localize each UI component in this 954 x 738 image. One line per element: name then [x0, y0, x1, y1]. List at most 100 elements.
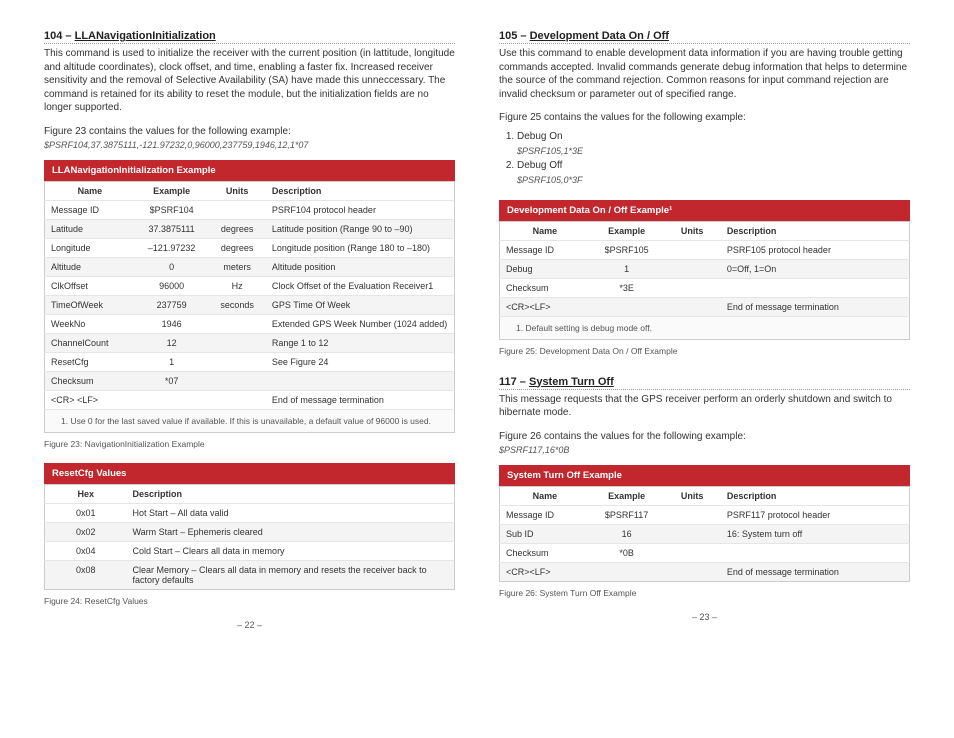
left-column: 104 – LLANavigationInitialization This c…	[44, 30, 455, 718]
table-row: Message ID$PSRF117PSRF117 protocol heade…	[500, 506, 910, 525]
cell: Checksum	[45, 372, 135, 391]
cell	[663, 240, 720, 259]
table-body: 0x01Hot Start – All data valid0x02Warm S…	[45, 504, 455, 590]
cell: Message ID	[45, 201, 135, 220]
cell	[721, 278, 910, 297]
cell: Hot Start – All data valid	[127, 504, 455, 523]
heading-text: Development Data On / Off	[530, 30, 669, 42]
cell: WeekNo	[45, 315, 135, 334]
table-footnote: 1. Default setting is debug mode off.	[500, 316, 910, 339]
table-caption: Development Data On / Off Example¹	[499, 200, 910, 221]
cell: –121.97232	[135, 239, 209, 258]
section-117-title: 117 – System Turn Off	[499, 376, 910, 390]
heading-prefix: 117 –	[499, 376, 529, 388]
heading-prefix: 105 –	[499, 30, 530, 42]
cell: $PSRF117	[590, 506, 664, 525]
col-example: Example	[135, 182, 209, 201]
heading-text: System Turn Off	[529, 376, 614, 388]
cell: PSRF104 protocol header	[266, 201, 455, 220]
cell: 0=Off, 1=On	[721, 259, 910, 278]
table-row: Checksum*0B	[500, 544, 910, 563]
cell: Latitude position (Range 90 to –90)	[266, 220, 455, 239]
cell: Latitude	[45, 220, 135, 239]
cell: Altitude	[45, 258, 135, 277]
list-item: Debug Off$PSRF105,0*3F	[517, 158, 910, 188]
page-number-left: – 22 –	[44, 620, 455, 630]
cell	[663, 506, 720, 525]
cell	[208, 334, 265, 353]
cell: 1	[590, 259, 664, 278]
cell: Sub ID	[500, 525, 590, 544]
example-104-string: $PSRF104,37.3875111,-121.97232,0,96000,2…	[44, 140, 455, 150]
cell: ClkOffset	[45, 277, 135, 296]
cell: ChannelCount	[45, 334, 135, 353]
list-item: Debug On$PSRF105,1*3E	[517, 129, 910, 159]
cell	[721, 544, 910, 563]
col-example: Example	[590, 221, 664, 240]
cell: degrees	[208, 220, 265, 239]
cell: 0x08	[45, 561, 127, 590]
cell: Hz	[208, 277, 265, 296]
table-footnote: 1. Use 0 for the last saved value if ava…	[45, 410, 455, 433]
cell: 37.3875111	[135, 220, 209, 239]
col-name: Name	[500, 487, 590, 506]
cell: TimeOfWeek	[45, 296, 135, 315]
col-name: Name	[45, 182, 135, 201]
cell: ResetCfg	[45, 353, 135, 372]
cell: Extended GPS Week Number (1024 added)	[266, 315, 455, 334]
cell	[208, 353, 265, 372]
cell: Cold Start – Clears all data in memory	[127, 542, 455, 561]
cell: GPS Time Of Week	[266, 296, 455, 315]
table-resetcfg: ResetCfg Values Hex Description 0x01Hot …	[44, 463, 455, 590]
table-row: <CR><LF> End of message termination	[500, 563, 910, 582]
cell	[663, 544, 720, 563]
cell: 0x04	[45, 542, 127, 561]
table-row: Message ID$PSRF105PSRF105 protocol heade…	[500, 240, 910, 259]
cell: Range 1 to 12	[266, 334, 455, 353]
cell: See Figure 24	[266, 353, 455, 372]
heading-text: LLANavigationInitialization	[75, 30, 216, 42]
cell: Clear Memory – Clears all data in memory…	[127, 561, 455, 590]
table-row: Sub ID1616: System turn off	[500, 525, 910, 544]
cell: Warm Start – Ephemeris cleared	[127, 523, 455, 542]
figure-23-caption: Figure 23: NavigationInitialization Exam…	[44, 439, 455, 449]
table-row: Checksum*3E	[500, 278, 910, 297]
cell: <CR><LF>	[500, 563, 590, 582]
cell	[663, 297, 720, 316]
table-row: 0x01Hot Start – All data valid	[45, 504, 455, 523]
figure-23-intro: Figure 23 contains the values for the fo…	[44, 125, 455, 139]
figure-24-caption: Figure 24: ResetCfg Values	[44, 596, 455, 606]
example-117-string: $PSRF117,16*0B	[499, 445, 910, 455]
table-dev-data: Development Data On / Off Example¹ Name …	[499, 200, 910, 340]
cell: 0x02	[45, 523, 127, 542]
cell: 16	[590, 525, 664, 544]
table-caption: ResetCfg Values	[44, 463, 455, 484]
table-row: Debug10=Off, 1=On	[500, 259, 910, 278]
figure-26-caption: Figure 26: System Turn Off Example	[499, 588, 910, 598]
table-body: Message ID$PSRF104PSRF104 protocol heade…	[45, 201, 455, 410]
table-caption: System Turn Off Example	[499, 465, 910, 486]
col-units: Units	[663, 487, 720, 506]
cell: $PSRF105	[590, 240, 664, 259]
table-row: Altitude0metersAltitude position	[45, 258, 455, 277]
table-body: Message ID$PSRF117PSRF117 protocol heade…	[500, 506, 910, 582]
col-hex: Hex	[45, 485, 127, 504]
cell: End of message termination	[721, 563, 910, 582]
col-desc: Description	[721, 221, 910, 240]
cell: 0x01	[45, 504, 127, 523]
col-units: Units	[663, 221, 720, 240]
section-104-title: 104 – LLANavigationInitialization	[44, 30, 455, 44]
cell: End of message termination	[266, 391, 455, 410]
cell	[208, 315, 265, 334]
table-row: Message ID$PSRF104PSRF104 protocol heade…	[45, 201, 455, 220]
cell: 237759	[135, 296, 209, 315]
section-117-body: This message requests that the GPS recei…	[499, 393, 910, 420]
table-row: ChannelCount12Range 1 to 12	[45, 334, 455, 353]
cell	[663, 259, 720, 278]
cell	[663, 563, 720, 582]
cell: Checksum	[500, 544, 590, 563]
table-row: 0x08Clear Memory – Clears all data in me…	[45, 561, 455, 590]
table-row: 0x02Warm Start – Ephemeris cleared	[45, 523, 455, 542]
cell: *3E	[590, 278, 664, 297]
col-desc: Description	[721, 487, 910, 506]
